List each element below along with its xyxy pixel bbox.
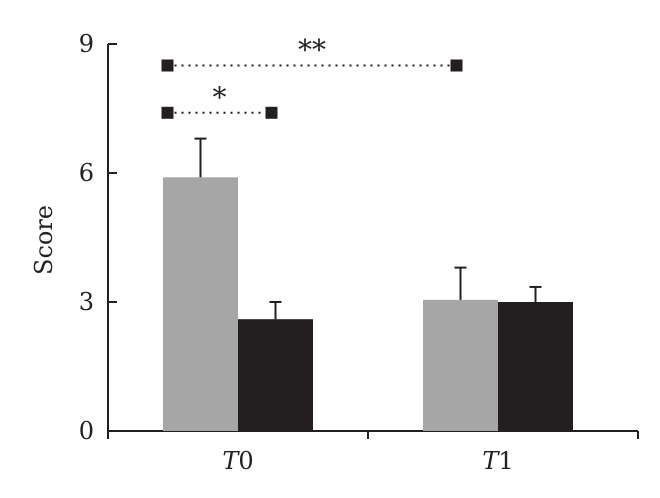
y-tick-label: 0 (79, 417, 94, 445)
significance-marker (265, 106, 278, 119)
y-tick-label: 3 (79, 288, 94, 316)
y-tick-label: 9 (79, 30, 94, 58)
bar (238, 319, 313, 431)
significance-marker (450, 59, 463, 72)
significance-label: ** (298, 34, 326, 67)
significance-marker (161, 59, 174, 72)
y-tick-label: 6 (79, 159, 94, 187)
significance-label: * (213, 81, 227, 114)
bar (423, 299, 498, 431)
significance-marker (161, 106, 174, 119)
x-tick-label: T1 (482, 447, 513, 475)
bar (498, 302, 573, 431)
x-tick-label: T0 (222, 447, 253, 475)
bar (163, 177, 238, 431)
y-axis-label: Score (30, 205, 58, 275)
